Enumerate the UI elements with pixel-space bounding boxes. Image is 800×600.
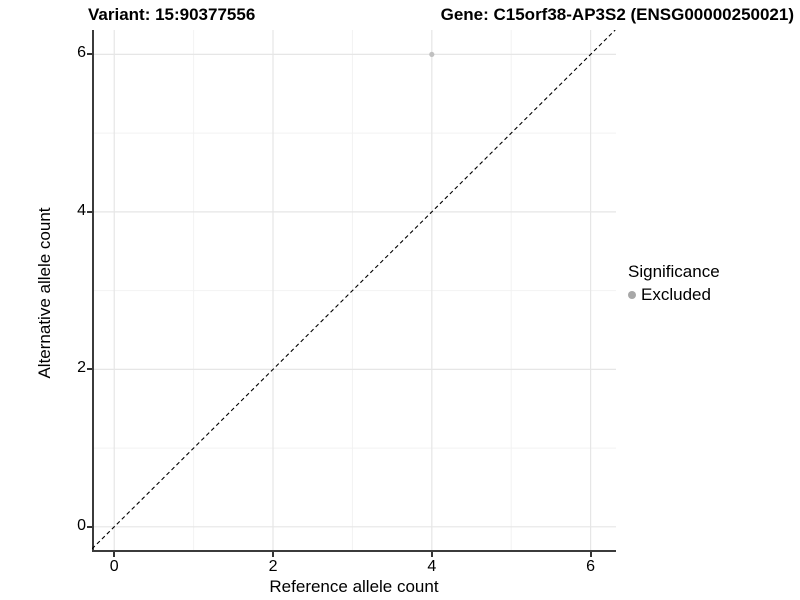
legend: Significance Excluded — [628, 262, 720, 305]
x-tick-mark — [589, 552, 592, 557]
x-tick-label: 6 — [586, 558, 596, 575]
legend-item-excluded: Excluded — [628, 285, 720, 305]
variant-title: Variant: 15:90377556 — [88, 5, 256, 24]
x-axis-title: Reference allele count — [269, 577, 439, 596]
legend-title: Significance — [628, 262, 720, 281]
x-tick-label: 0 — [109, 558, 119, 575]
y-tick-mark — [87, 210, 92, 213]
y-tick-label: 2 — [77, 359, 86, 377]
x-tick-mark — [113, 552, 116, 557]
y-tick-mark — [87, 525, 92, 528]
y-tick-mark — [87, 53, 92, 56]
x-tick-label: 2 — [268, 558, 278, 575]
y-tick-label: 0 — [77, 516, 86, 534]
y-tick-label: 4 — [77, 201, 86, 219]
excluded-point-icon — [628, 291, 636, 299]
x-tick-mark — [430, 552, 433, 557]
data-point — [429, 51, 435, 58]
y-tick-label: 6 — [77, 44, 86, 62]
legend-item-label: Excluded — [641, 285, 711, 304]
plot-title-row: Variant: 15:90377556 Gene: C15orf38-AP3S… — [88, 5, 794, 25]
y-tick-mark — [87, 368, 92, 371]
y-axis-title: Alternative allele count — [35, 207, 54, 379]
scatter-panel-svg — [92, 30, 616, 552]
plot-panel — [92, 30, 616, 552]
gene-title: Gene: C15orf38-AP3S2 (ENSG00000250021) — [440, 5, 794, 24]
x-tick-label: 4 — [427, 558, 437, 575]
x-tick-mark — [272, 552, 275, 557]
identity-reference-line — [92, 30, 616, 550]
